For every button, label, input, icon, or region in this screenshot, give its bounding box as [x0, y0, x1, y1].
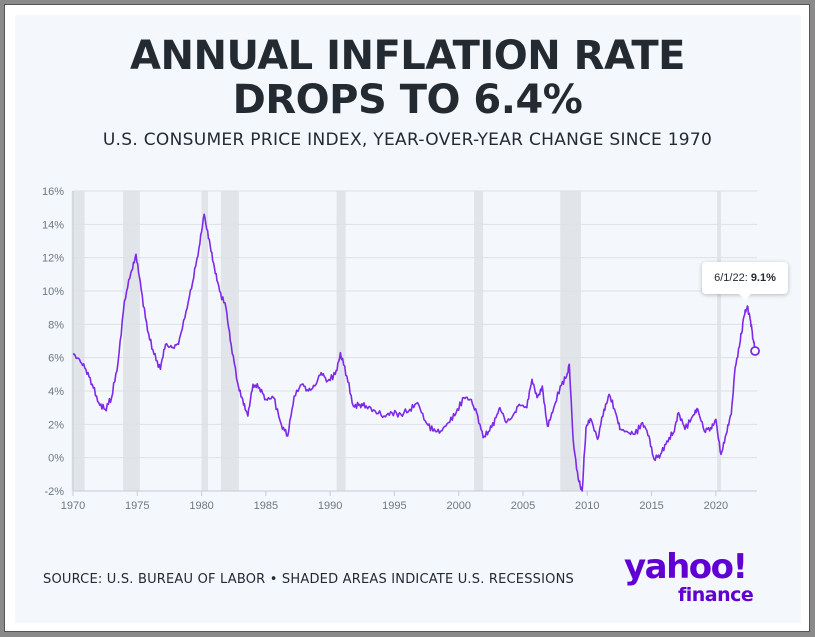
y-tick-label-7: 12%	[42, 253, 64, 265]
yahoo-finance-logo: yahoo! finance	[624, 548, 774, 610]
y-tick-label-9: 16%	[42, 186, 64, 198]
y-tick-label-1: 0%	[48, 453, 64, 465]
x-tick-label-10: 2020	[704, 500, 728, 512]
x-tick-label-1: 1975	[125, 500, 149, 512]
recession-band-5	[474, 191, 484, 491]
recession-band-1	[123, 191, 140, 491]
callout-value: 9.1%	[750, 272, 776, 284]
y-tick-label-8: 14%	[42, 219, 64, 231]
x-tick-label-3: 1985	[254, 500, 278, 512]
logo-yahoo-text: yahoo!	[624, 547, 748, 587]
recession-band-4	[336, 191, 346, 491]
y-tick-label-4: 6%	[48, 353, 64, 365]
x-tick-label-7: 2005	[511, 500, 535, 512]
recession-band-7	[717, 191, 721, 491]
y-tick-label-2: 2%	[48, 419, 64, 431]
y-tick-label-6: 10%	[42, 286, 64, 298]
chart-subtitle: U.S. CONSUMER PRICE INDEX, YEAR-OVER-YEA…	[102, 130, 713, 150]
x-tick-label-8: 2010	[575, 500, 599, 512]
x-tick-label-5: 1995	[382, 500, 406, 512]
logo-finance-text: finance	[678, 584, 754, 606]
latest-value-marker	[750, 346, 760, 356]
x-tick-label-9: 2015	[639, 500, 663, 512]
recession-band-6	[560, 191, 581, 491]
recession-band-0	[71, 191, 85, 491]
chart-title-line-1: ANNUAL INFLATION RATE	[130, 33, 685, 79]
chart-title-line-2: DROPS TO 6.4%	[232, 77, 583, 123]
x-tick-label-2: 1980	[189, 500, 213, 512]
y-tick-label-0: -2%	[44, 486, 64, 498]
cpi-series-line	[72, 213, 756, 492]
chart-frame	[4, 4, 810, 632]
y-tick-label-3: 4%	[48, 386, 64, 398]
x-tick-label-0: 1970	[61, 500, 85, 512]
peak-callout: 6/1/22: 9.1%	[702, 262, 788, 300]
recession-band-2	[201, 191, 208, 491]
source-note: SOURCE: U.S. BUREAU OF LABOR • SHADED AR…	[43, 572, 574, 587]
x-tick-label-4: 1990	[318, 500, 342, 512]
callout-date: 6/1/22:	[714, 272, 748, 284]
y-tick-label-5: 8%	[48, 319, 64, 331]
x-tick-label-6: 2000	[446, 500, 470, 512]
